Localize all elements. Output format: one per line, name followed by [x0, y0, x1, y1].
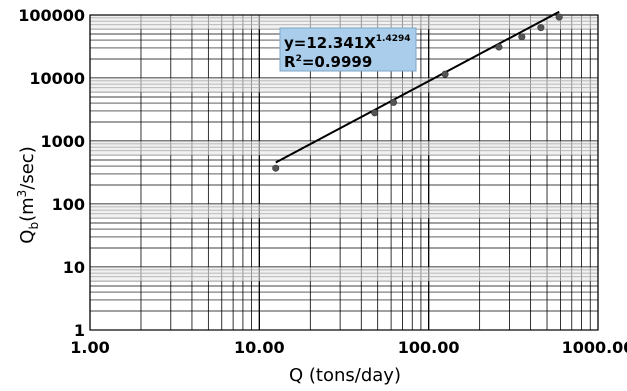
y-tick-labels: 1 10 100 1000 10000 100000: [18, 6, 85, 340]
grid-band: [90, 141, 598, 155]
x-axis-label: Q (tons/day): [289, 365, 401, 386]
x-tick-label: 10.00: [234, 338, 285, 357]
r-squared-sup: 2: [296, 54, 302, 64]
y-axis-label-unit-sup: 3: [15, 190, 29, 198]
x-tick-labels: 1.00 10.00 100.00 1000.00: [70, 338, 627, 357]
data-point: [272, 164, 280, 172]
y-axis-label: Qb(m3/sec): [15, 146, 41, 243]
grid-band: [90, 204, 598, 218]
y-axis-label-main: Q: [17, 230, 38, 244]
data-point: [441, 70, 449, 78]
data-point: [371, 109, 379, 117]
y-tick-label: 10: [63, 258, 85, 277]
y-tick-label: 100: [52, 195, 85, 214]
data-point: [518, 33, 526, 41]
r-squared-value: =0.9999: [302, 53, 372, 71]
y-axis-label-unit-end: /sec): [17, 146, 38, 189]
equation-text: y=12.341X: [284, 34, 376, 52]
svg-text:R2=0.9999: R2=0.9999: [284, 53, 372, 71]
data-point: [555, 13, 563, 21]
data-points: [272, 13, 563, 172]
grid-band: [90, 78, 598, 92]
y-tick-label: 100000: [18, 6, 85, 25]
y-tick-label: 10000: [29, 69, 85, 88]
y-axis-label-unit: (m: [17, 197, 38, 222]
equation-exponent: 1.4294: [376, 34, 411, 44]
y-tick-label: 1000: [40, 132, 85, 151]
grid-band: [90, 15, 598, 29]
x-tick-label: 100.00: [398, 338, 460, 357]
equation-box-bg: [279, 27, 417, 72]
y-tick-label: 1: [74, 321, 85, 340]
x-tick-label: 1.00: [70, 338, 109, 357]
svg-text:y=12.341X1.4294: y=12.341X1.4294: [284, 34, 411, 52]
x-tick-label: 1000.00: [562, 338, 627, 357]
equation-box: y=12.341X1.4294 R2=0.9999: [279, 27, 417, 72]
trendline: [275, 10, 560, 164]
data-point: [537, 24, 545, 32]
plot-frame: [89, 14, 599, 331]
grid-band: [90, 267, 598, 281]
y-axis-label-sub: b: [27, 222, 41, 230]
data-point: [390, 98, 398, 106]
data-point: [495, 43, 503, 51]
svg-text:Qb(m3/sec): Qb(m3/sec): [15, 146, 41, 243]
trendline-group: [275, 10, 560, 164]
grid-bands: [90, 15, 598, 281]
r-squared-prefix: R: [284, 53, 296, 71]
